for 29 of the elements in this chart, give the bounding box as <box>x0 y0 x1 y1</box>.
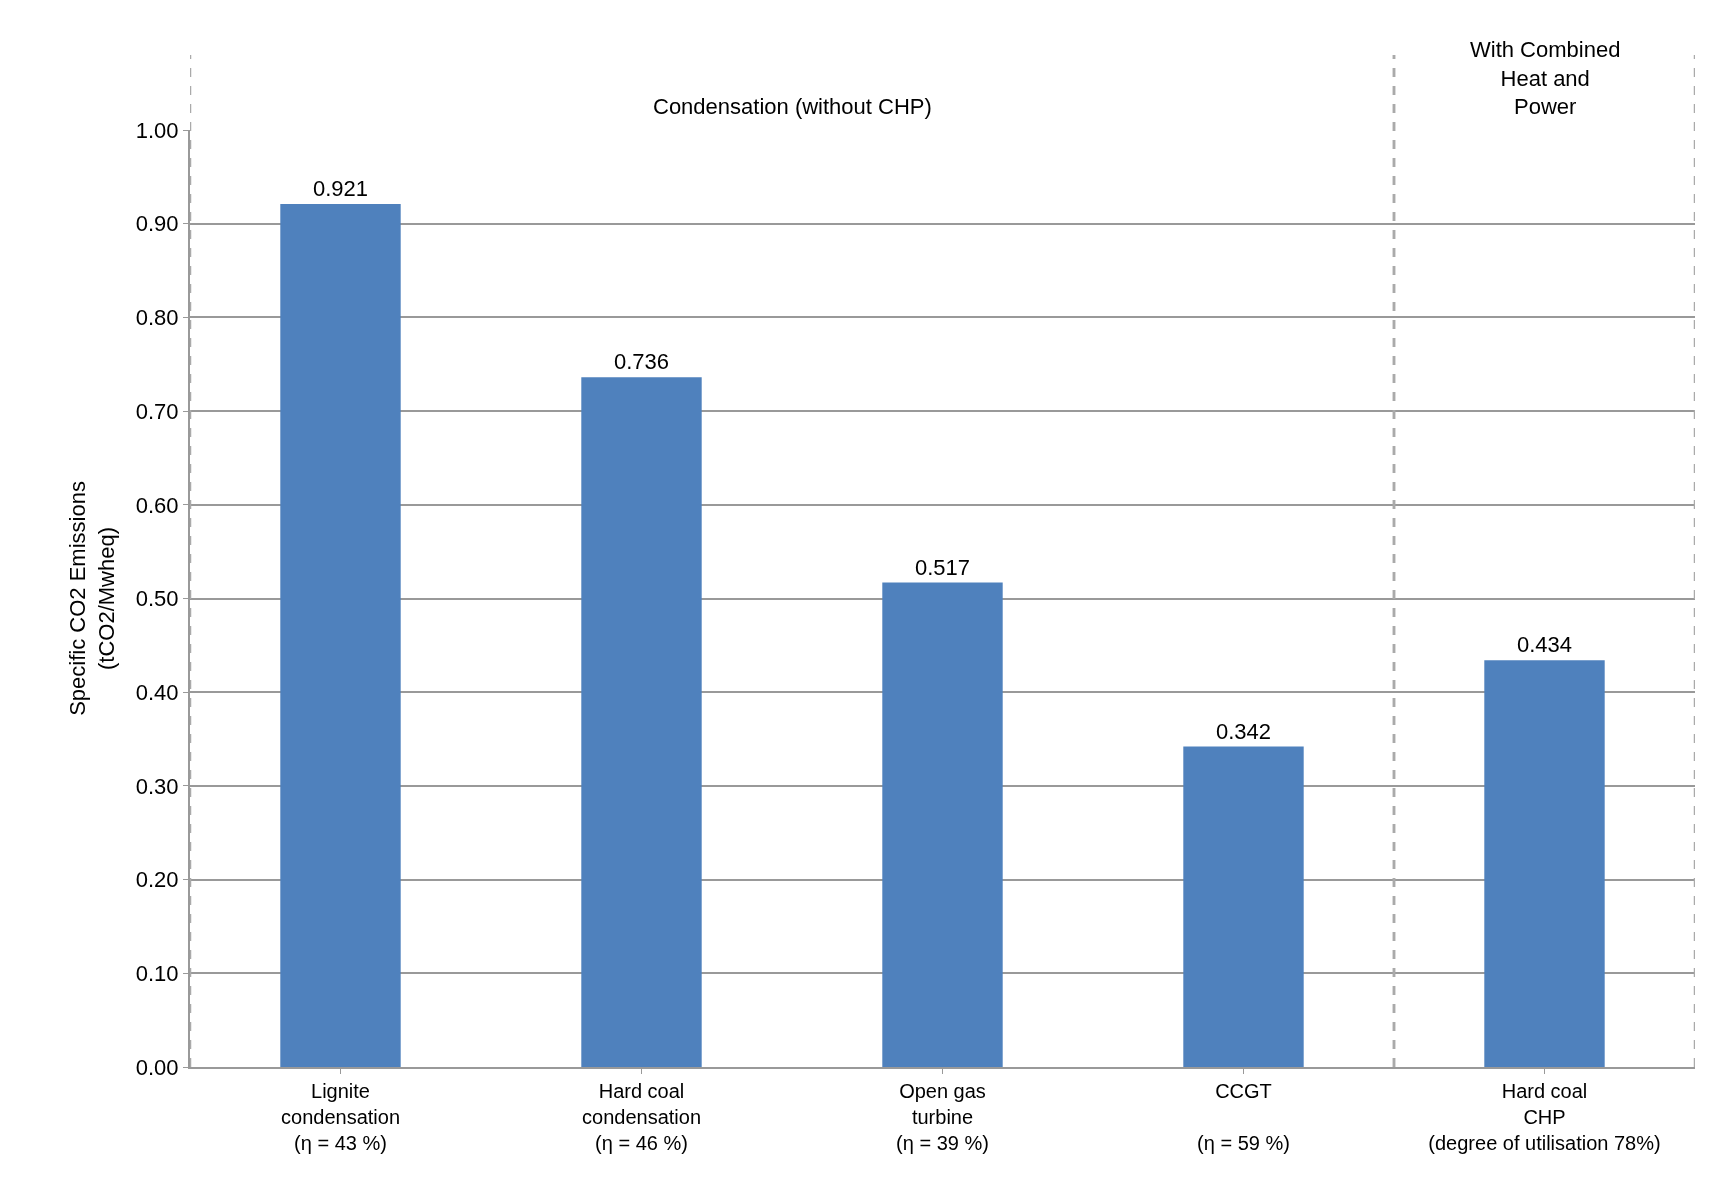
x-tick-label: Hard coal condensation (η = 46 %) <box>582 1080 701 1154</box>
data-label: 0.921 <box>312 176 369 202</box>
data-label: 0.736 <box>613 349 670 375</box>
bar <box>1183 746 1304 1067</box>
x-tick-label: Lignite condensation (η = 43 %) <box>281 1080 400 1154</box>
y-tick-label: 0.40 <box>135 679 179 705</box>
y-tick-label: 0.10 <box>135 961 179 986</box>
y-tick-label: 0.50 <box>135 586 179 612</box>
y-tick-label: 0.90 <box>135 211 179 237</box>
x-tick-label: Hard coal CHP (degree of utilisation 78%) <box>1428 1080 1661 1154</box>
data-label: 0.434 <box>1516 632 1573 658</box>
y-axis-title: Specific CO2 Emissions (tCO2/Mwheq) <box>65 481 120 716</box>
data-label: 0.342 <box>1215 718 1272 744</box>
y-tick-label: 0.30 <box>135 773 179 799</box>
data-label: 0.517 <box>914 554 971 580</box>
y-tick-label: 0.20 <box>135 867 179 893</box>
bar <box>1484 660 1605 1067</box>
text: Condensation (without CHP) <box>653 94 932 119</box>
y-tick-label: 0.60 <box>135 492 179 518</box>
y-tick-label: 0.70 <box>135 398 179 424</box>
bar <box>581 377 702 1067</box>
y-tick-label: 1.00 <box>135 117 179 143</box>
bar <box>882 582 1003 1067</box>
y-tick-label: 0.00 <box>135 1054 179 1080</box>
category-label: CCGT (η = 59 %) <box>1197 1080 1290 1154</box>
x-tick-label: Open gas turbine (η = 39 %) <box>896 1080 989 1154</box>
text: With Combined Heat and Power <box>1470 37 1621 120</box>
bar <box>280 204 401 1067</box>
y-tick-label: 0.80 <box>135 305 179 331</box>
